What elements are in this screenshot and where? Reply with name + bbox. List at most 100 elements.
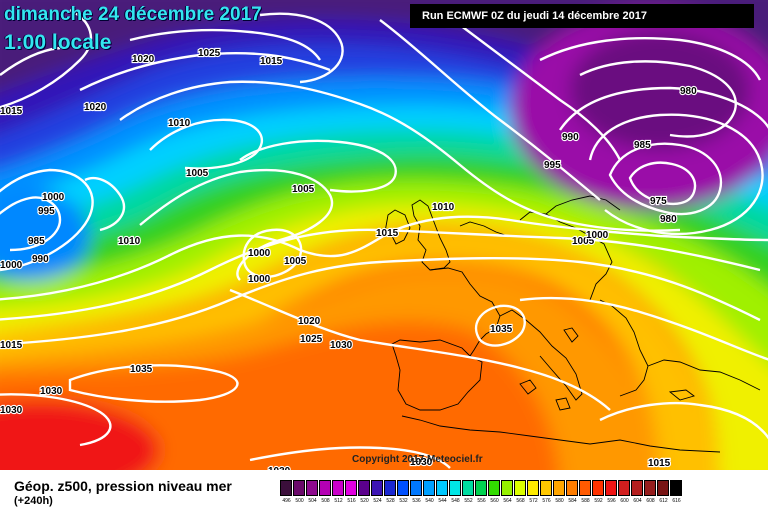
scale-label: 500 xyxy=(295,498,304,504)
isobar-label: 1010 xyxy=(432,202,455,213)
copyright-notice: Copyright 2017 Meteociel.fr xyxy=(352,454,483,465)
scale-swatch xyxy=(501,480,513,496)
scale-level: 504 xyxy=(306,480,319,508)
isobar-label: 990 xyxy=(32,254,49,265)
scale-swatch xyxy=(462,480,474,496)
scale-level: 556 xyxy=(475,480,488,508)
scale-level: 596 xyxy=(605,480,618,508)
isobar-label: 985 xyxy=(28,236,45,247)
scale-label: 536 xyxy=(412,498,421,504)
scale-level: 600 xyxy=(618,480,631,508)
forecast-date: dimanche 24 décembre 2017 xyxy=(4,4,262,25)
legend-bar: Géop. z500, pression niveau mer (+240h) … xyxy=(0,470,768,512)
scale-swatch xyxy=(657,480,669,496)
isobar-label: 975 xyxy=(650,196,667,207)
isobar-label: 1020 xyxy=(298,316,321,327)
isobar-label: 990 xyxy=(562,132,579,143)
scale-label: 604 xyxy=(633,498,642,504)
legend-forecast-hour: (+240h) xyxy=(14,495,53,507)
scale-swatch xyxy=(332,480,344,496)
scale-level: 592 xyxy=(592,480,605,508)
scale-label: 548 xyxy=(451,498,460,504)
scale-swatch xyxy=(410,480,422,496)
isobar-label: 1005 xyxy=(186,168,209,179)
scale-label: 516 xyxy=(347,498,356,504)
scale-level: 532 xyxy=(397,480,410,508)
scale-swatch xyxy=(527,480,539,496)
isobar-label: 995 xyxy=(38,206,55,217)
isobar-label: 1035 xyxy=(130,364,153,375)
scale-level: 508 xyxy=(319,480,332,508)
scale-swatch xyxy=(345,480,357,496)
scale-label: 552 xyxy=(464,498,473,504)
isobar-label: 1000 xyxy=(248,248,271,259)
isobar-label: 1025 xyxy=(198,48,221,59)
scale-label: 616 xyxy=(672,498,681,504)
scale-level: 584 xyxy=(566,480,579,508)
scale-swatch xyxy=(293,480,305,496)
isobar-label: 1000 xyxy=(42,192,65,203)
scale-label: 576 xyxy=(542,498,551,504)
isobar-label: 1015 xyxy=(0,106,23,117)
scale-label: 608 xyxy=(646,498,655,504)
scale-label: 612 xyxy=(659,498,668,504)
scale-level: 580 xyxy=(553,480,566,508)
scale-label: 508 xyxy=(321,498,330,504)
isobar-label: 995 xyxy=(544,160,561,171)
scale-swatch xyxy=(280,480,292,496)
scale-level: 552 xyxy=(462,480,475,508)
scale-swatch xyxy=(579,480,591,496)
scale-swatch xyxy=(618,480,630,496)
scale-swatch xyxy=(644,480,656,496)
isobar-label: 1030 xyxy=(40,386,63,397)
isobar-label: 980 xyxy=(660,214,677,225)
scale-label: 600 xyxy=(620,498,629,504)
scale-level: 588 xyxy=(579,480,592,508)
scale-swatch xyxy=(540,480,552,496)
weather-map: 1020 1025 1015 1015 1020 1010 1005 1005 1000 995 9… xyxy=(0,0,768,470)
isobar-label: 1005 xyxy=(572,236,595,247)
isobar-label: 1030 xyxy=(268,466,291,470)
scale-label: 564 xyxy=(503,498,512,504)
scale-label: 568 xyxy=(516,498,525,504)
scale-level: 524 xyxy=(371,480,384,508)
isobar-label: 980 xyxy=(680,86,697,97)
isobar-label: 1025 xyxy=(300,334,323,345)
isobar-label: 1000 xyxy=(0,260,23,271)
scale-level: 564 xyxy=(501,480,514,508)
scale-label: 584 xyxy=(568,498,577,504)
isobar-label: 1015 xyxy=(0,340,23,351)
scale-swatch xyxy=(449,480,461,496)
scale-level: 528 xyxy=(384,480,397,508)
scale-label: 580 xyxy=(555,498,564,504)
scale-swatch xyxy=(592,480,604,496)
scale-label: 556 xyxy=(477,498,486,504)
scale-label: 504 xyxy=(308,498,317,504)
isobar-label: 985 xyxy=(634,140,651,151)
isobar-label: 1035 xyxy=(490,324,513,335)
isobar-label: 1015 xyxy=(648,458,671,469)
scale-level: 536 xyxy=(410,480,423,508)
scale-label: 496 xyxy=(282,498,291,504)
isobar-label: 1000 xyxy=(248,274,271,285)
isobar-label: 1015 xyxy=(260,56,283,67)
isobar-label: 1005 xyxy=(284,256,307,267)
scale-label: 512 xyxy=(334,498,343,504)
isobar-label: 1030 xyxy=(410,457,433,468)
scale-label: 544 xyxy=(438,498,447,504)
scale-label: 572 xyxy=(529,498,538,504)
scale-swatch xyxy=(553,480,565,496)
scale-label: 532 xyxy=(399,498,408,504)
scale-swatch xyxy=(566,480,578,496)
legend-title: Géop. z500, pression niveau mer xyxy=(14,478,232,494)
scale-label: 560 xyxy=(490,498,499,504)
isobar-label: 1015 xyxy=(648,458,671,469)
scale-label: 596 xyxy=(607,498,616,504)
scale-label: 588 xyxy=(581,498,590,504)
scale-swatch xyxy=(475,480,487,496)
isobar-label: 1000 xyxy=(586,230,609,241)
scale-label: 592 xyxy=(594,498,603,504)
scale-level: 516 xyxy=(345,480,358,508)
scale-swatch xyxy=(319,480,331,496)
